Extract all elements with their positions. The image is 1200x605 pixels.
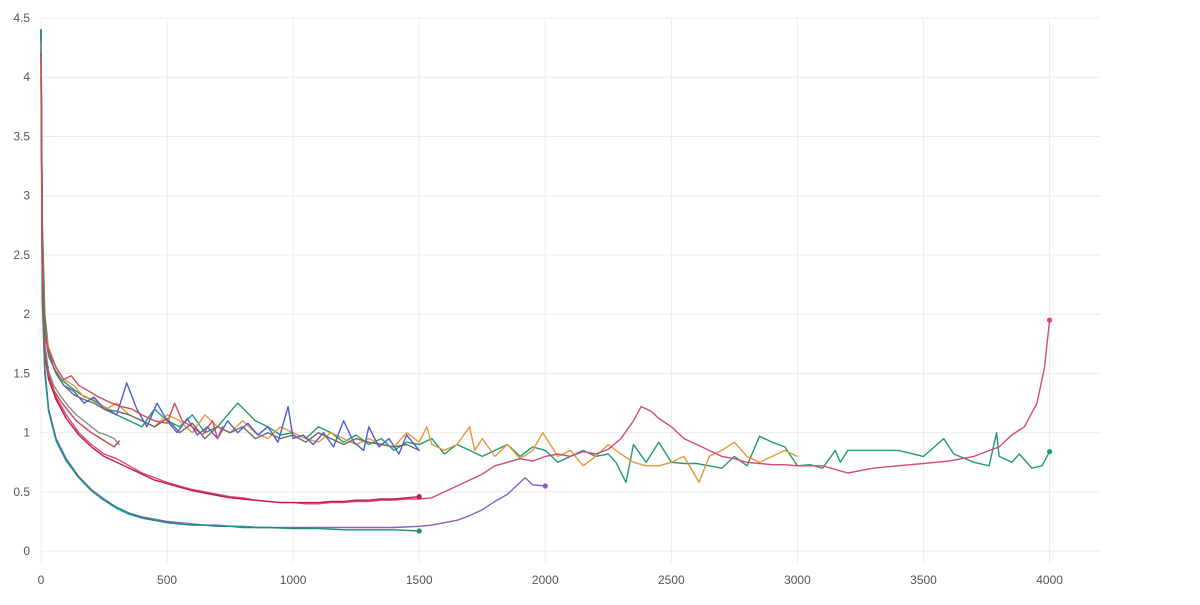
x-tick-label: 1500	[406, 573, 433, 587]
x-tick-label: 4000	[1036, 573, 1063, 587]
series-end-point-7	[542, 483, 548, 489]
series-end-point-5	[1046, 317, 1053, 323]
y-tick-label: 3.5	[13, 129, 30, 143]
series-end-point-9	[416, 528, 422, 534]
series-line-11	[40, 52, 120, 448]
series-line-8	[40, 29, 262, 529]
axes: 0 500 1000 1500 2000 2500 3000 3500 4000 0 0.5 1 1.5…	[13, 11, 1063, 587]
x-tick-label: 2500	[658, 573, 685, 587]
series-end-point-6	[416, 494, 422, 500]
grid	[40, 17, 1100, 563]
y-tick-label: 4.5	[13, 11, 30, 25]
series-line-4	[40, 52, 224, 440]
y-tick-label: 4	[23, 70, 30, 84]
y-tick-label: 1.5	[13, 366, 30, 380]
y-tick-label: 2	[23, 307, 30, 321]
y-tick-label: 0.5	[13, 485, 30, 499]
y-tick-label: 3	[23, 189, 30, 203]
series-line-2	[40, 29, 420, 455]
x-tick-label: 500	[157, 573, 177, 587]
series-line-9	[40, 29, 420, 532]
series-line-5	[40, 64, 1051, 505]
series-line-6	[40, 76, 420, 504]
y-tick-label: 0	[23, 544, 30, 558]
x-tick-label: 1000	[280, 573, 307, 587]
series-group	[40, 29, 1053, 534]
series-end-point-0	[1046, 449, 1053, 455]
y-tick-label: 1	[23, 426, 30, 440]
x-tick-label: 3500	[910, 573, 937, 587]
y-tick-label: 2.5	[13, 248, 30, 262]
x-tick-label: 3000	[784, 573, 811, 587]
series-line-0	[40, 35, 1051, 484]
series-line-10	[40, 41, 120, 446]
x-tick-label: 0	[38, 573, 45, 587]
x-tick-label: 2000	[532, 573, 559, 587]
series-line-3	[40, 29, 420, 452]
